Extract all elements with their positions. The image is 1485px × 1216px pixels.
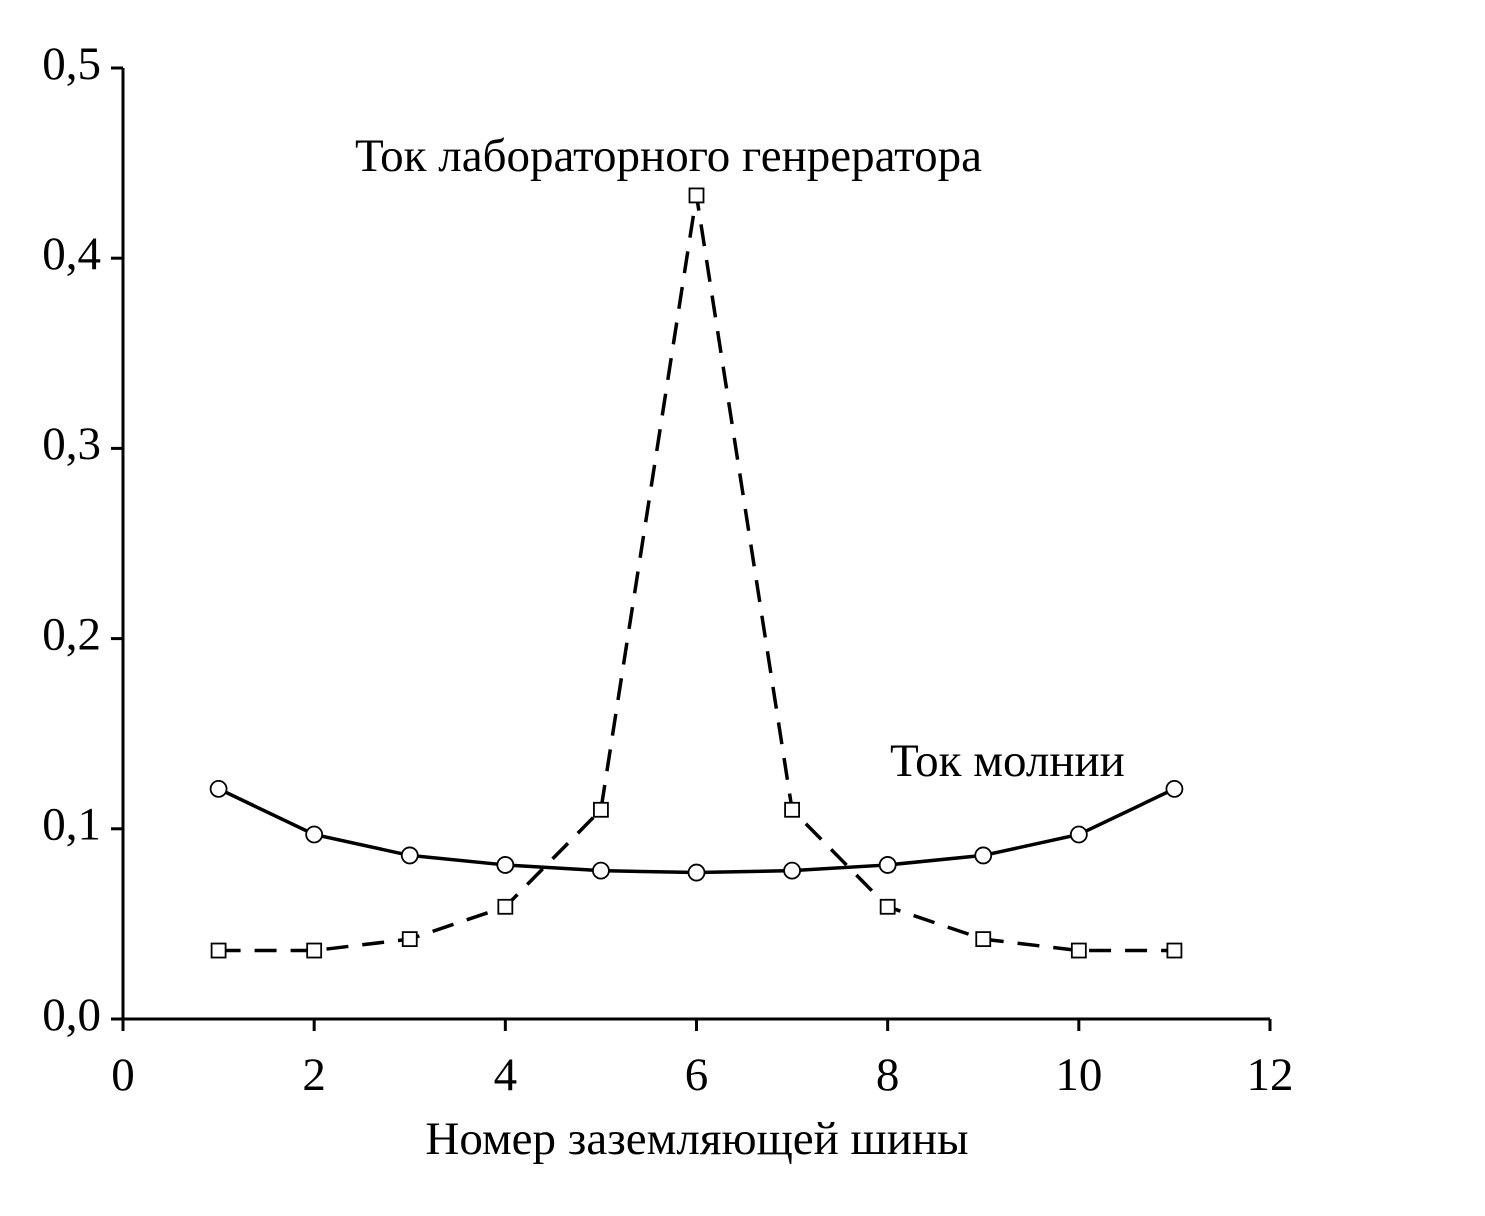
marker	[400, 846, 419, 865]
marker	[878, 856, 897, 874]
marker	[879, 898, 896, 915]
marker	[305, 825, 324, 844]
marker	[497, 898, 514, 915]
x-tick-label: 8	[876, 1049, 900, 1101]
marker	[209, 779, 228, 798]
y-tick-label: 0,2	[42, 608, 101, 660]
series-line	[217, 787, 1176, 875]
marker	[1166, 942, 1183, 959]
y-tick-label: 0,3	[42, 418, 101, 470]
marker	[210, 942, 227, 959]
marker	[496, 856, 515, 874]
x-tick-label: 0	[111, 1049, 135, 1101]
x-tick-label: 10	[1055, 1049, 1102, 1101]
annotation: Ток молнии	[890, 735, 1125, 787]
marker	[592, 861, 610, 880]
marker	[783, 861, 801, 880]
marker	[306, 942, 323, 959]
marker	[687, 863, 706, 882]
marker	[974, 846, 993, 865]
marker	[401, 931, 418, 948]
x-tick-label: 2	[302, 1049, 326, 1101]
x-tick-label: 12	[1247, 1049, 1294, 1101]
annotation: Ток лабораторного генрератора	[355, 130, 982, 182]
series-line	[218, 195, 1175, 953]
marker	[1070, 942, 1087, 959]
y-tick-label: 0,1	[42, 799, 101, 851]
marker	[975, 931, 992, 948]
marker	[1069, 825, 1088, 844]
y-tick-label: 0,4	[42, 228, 101, 280]
y-tick-label: 0,5	[42, 38, 101, 90]
marker	[688, 187, 705, 204]
marker	[1165, 779, 1184, 798]
marker	[784, 801, 800, 818]
x-tick-label: 4	[494, 1049, 518, 1101]
x-axis-label: Номер заземляющей шины	[425, 1113, 968, 1165]
y-tick-label: 0,0	[42, 989, 101, 1041]
marker	[593, 801, 609, 818]
x-tick-label: 6	[685, 1049, 709, 1101]
